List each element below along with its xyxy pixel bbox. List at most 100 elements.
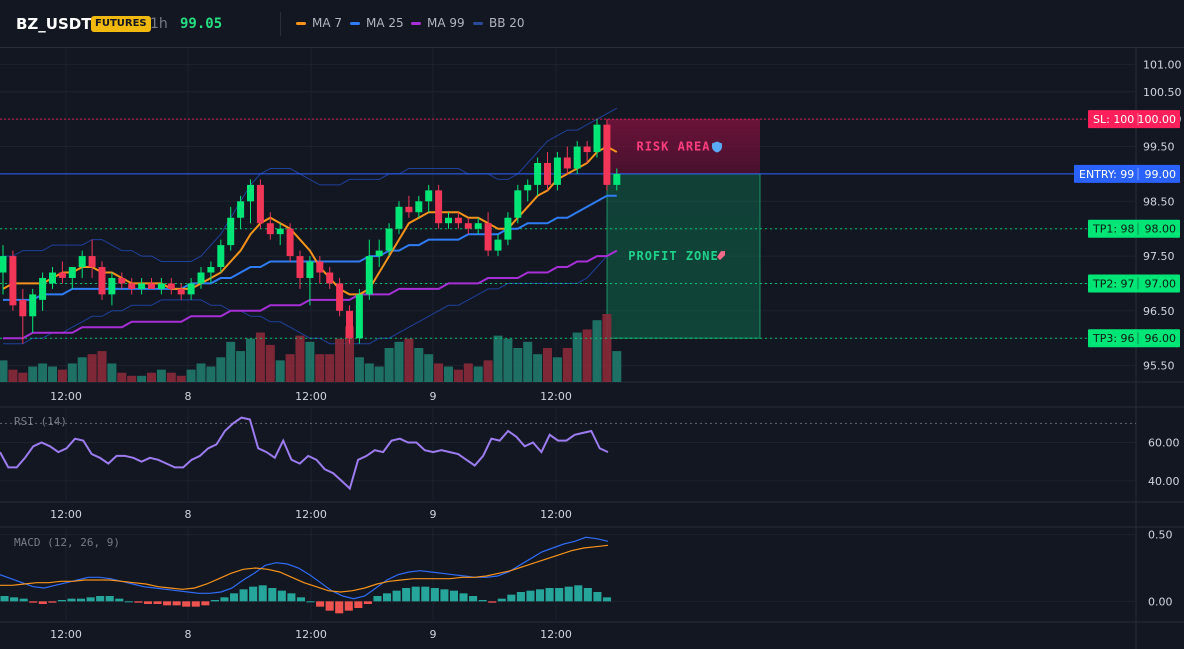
macd-histogram-bar (373, 596, 382, 602)
level-tag-price-entry: 99.00 (1145, 168, 1177, 181)
candle-body (454, 217, 462, 224)
volume-bar (384, 348, 394, 382)
x-tick-label-rsi-4: 12:00 (540, 508, 572, 521)
volume-bar (552, 357, 562, 382)
volume-bar (473, 366, 483, 382)
candle-body (504, 217, 512, 240)
volume-bar (196, 363, 206, 382)
candle-body (138, 283, 146, 289)
symbol-name[interactable]: BZ_USDT (16, 15, 92, 33)
volume-bar (186, 369, 196, 382)
macd-histogram-bar (268, 588, 277, 602)
volume-bar (117, 372, 127, 382)
volume-bar (137, 375, 147, 382)
legend-bb20[interactable]: BB 20 (473, 16, 525, 30)
candle-body (39, 277, 47, 300)
macd-histogram-bar (335, 601, 344, 614)
macd-histogram-bar (48, 601, 57, 603)
volume-bar (612, 351, 622, 382)
volume-bar (463, 363, 473, 382)
volume-bar (28, 366, 38, 382)
price-tick-label-5: 98.50 (1143, 195, 1175, 208)
macd-histogram-bar (402, 588, 411, 602)
volume-bar (444, 366, 453, 382)
candle-body (276, 228, 284, 235)
legend-swatch-ma7 (296, 21, 306, 25)
volume-bar (48, 366, 57, 382)
volume-bar (315, 354, 325, 382)
macd-tick-label-1: 0.00 (1148, 595, 1173, 608)
candle-body (247, 184, 254, 202)
candle-body (425, 190, 433, 202)
level-tag-tp2 (1088, 274, 1180, 293)
level-tag-label-tp2: TP2: 97 (1092, 277, 1135, 290)
macd-histogram-bar (602, 597, 611, 602)
macd-histogram-bar (249, 586, 258, 602)
macd-histogram-bar (230, 593, 239, 602)
legend-ma99[interactable]: MA 99 (411, 16, 465, 30)
x-tick-label-macd-2: 12:00 (295, 628, 327, 641)
x-tick-label-macd-0: 12:00 (50, 628, 82, 641)
candle-body (544, 162, 551, 185)
level-tags: SL: 100 100.00 ENTRY: 99 99.00 TP1: 98 98.00 T… (1074, 110, 1180, 348)
volume-bars (0, 314, 622, 382)
volume-bar (424, 354, 434, 382)
candle-body (207, 267, 215, 273)
grid-lines (0, 48, 1184, 649)
volume-bar (513, 348, 523, 382)
macd-histogram-bar (143, 601, 152, 604)
candle-body (68, 267, 76, 278)
candle-body (593, 124, 601, 153)
candle-body (484, 223, 492, 251)
macd-histogram-bar (77, 598, 86, 602)
volume-bar (57, 369, 67, 382)
volume-bar (493, 335, 503, 382)
level-tag-label-entry: ENTRY: 99 (1079, 168, 1134, 181)
rsi-pane: RSI (14) 60.00 40.00 (0, 415, 1180, 491)
level-tag-label-tp3: TP3: 96 (1092, 332, 1135, 345)
macd-histogram-bar (287, 593, 296, 602)
macd-histogram-bar (564, 586, 573, 602)
macd-line (0, 536, 609, 600)
volume-bar (364, 363, 374, 382)
candle-body (613, 173, 621, 185)
legend-ma25[interactable]: MA 25 (350, 16, 404, 30)
macd-histogram-bar (430, 588, 439, 602)
candle-body (415, 201, 423, 213)
x-tick-label-rsi-0: 12:00 (50, 508, 82, 521)
interval-selector[interactable]: 1h (150, 16, 168, 32)
level-tag-price-tp2: 97.00 (1145, 277, 1177, 290)
candle-body (187, 283, 195, 295)
candle-body (553, 157, 561, 185)
volume-bar (166, 372, 176, 382)
candle-body (395, 206, 403, 229)
volume-bar (265, 344, 275, 382)
macd-histogram-bar (201, 601, 210, 606)
macd-histogram-bar (440, 589, 449, 602)
x-tick-label-price-0: 12:00 (50, 390, 82, 403)
candlesticks[interactable] (0, 119, 621, 344)
volume-bar (77, 357, 87, 382)
price-tick-label-7: 97.50 (1143, 250, 1175, 263)
x-tick-label-macd-1: 8 (185, 628, 192, 641)
volume-bar (434, 363, 444, 382)
volume-bar (275, 360, 285, 382)
legend-ma7[interactable]: MA 7 (296, 16, 342, 30)
macd-tick-label-0: 0.50 (1148, 529, 1173, 542)
volume-bar (572, 332, 582, 382)
macd-histogram-bar (277, 590, 286, 602)
macd-histogram-bar (344, 601, 353, 611)
candle-body (88, 256, 96, 268)
macd-histogram-bar (392, 590, 401, 602)
candle-body (49, 272, 56, 284)
x-tick-label-rsi-1: 8 (185, 508, 192, 521)
macd-histogram-bar (182, 601, 191, 607)
rsi-line (0, 416, 609, 491)
rsi-title: RSI (14) (14, 415, 67, 428)
shield-icon (712, 141, 722, 153)
candle-body (256, 184, 264, 224)
candle-body (583, 146, 591, 153)
volume-bar (295, 335, 305, 382)
volume-bar (176, 375, 186, 382)
